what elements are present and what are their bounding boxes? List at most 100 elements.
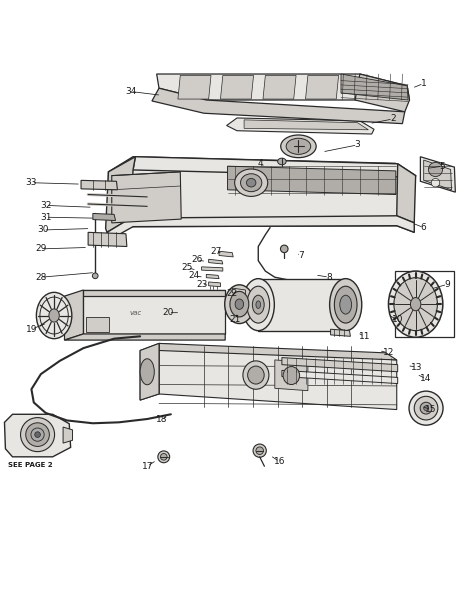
Text: 22: 22 xyxy=(227,290,238,298)
Polygon shape xyxy=(263,75,296,99)
Polygon shape xyxy=(83,290,225,334)
Polygon shape xyxy=(109,157,414,232)
Polygon shape xyxy=(159,343,397,360)
Polygon shape xyxy=(86,318,109,331)
Ellipse shape xyxy=(36,293,72,338)
Text: 18: 18 xyxy=(155,414,167,423)
Polygon shape xyxy=(152,88,405,124)
Text: 23: 23 xyxy=(196,280,207,289)
Ellipse shape xyxy=(247,366,264,384)
Text: 11: 11 xyxy=(359,332,370,341)
Text: 16: 16 xyxy=(274,457,285,466)
Ellipse shape xyxy=(394,278,438,331)
Ellipse shape xyxy=(92,273,98,279)
Polygon shape xyxy=(232,288,246,295)
Text: 5: 5 xyxy=(440,162,446,171)
Text: 31: 31 xyxy=(40,213,51,221)
Polygon shape xyxy=(178,75,211,99)
Text: 27: 27 xyxy=(210,247,221,256)
Polygon shape xyxy=(81,180,118,190)
Ellipse shape xyxy=(334,286,357,323)
Text: 12: 12 xyxy=(383,349,394,358)
Polygon shape xyxy=(244,120,368,130)
Text: 9: 9 xyxy=(445,280,450,289)
Ellipse shape xyxy=(256,301,261,309)
Ellipse shape xyxy=(158,451,170,463)
Text: 24: 24 xyxy=(189,271,200,281)
Ellipse shape xyxy=(424,406,428,411)
Ellipse shape xyxy=(230,291,249,317)
Polygon shape xyxy=(140,343,159,400)
Ellipse shape xyxy=(281,135,316,158)
Ellipse shape xyxy=(31,428,44,441)
Polygon shape xyxy=(341,74,408,100)
Text: 34: 34 xyxy=(125,87,137,96)
Polygon shape xyxy=(4,414,71,457)
Polygon shape xyxy=(424,160,452,190)
Polygon shape xyxy=(106,157,136,232)
Ellipse shape xyxy=(278,158,286,165)
Ellipse shape xyxy=(428,162,443,177)
Ellipse shape xyxy=(256,447,264,454)
Polygon shape xyxy=(107,216,414,240)
Text: 6: 6 xyxy=(421,223,427,232)
Polygon shape xyxy=(282,370,398,383)
Ellipse shape xyxy=(340,295,352,314)
Polygon shape xyxy=(209,259,223,264)
Ellipse shape xyxy=(253,444,266,457)
Text: SEE PAGE 2: SEE PAGE 2 xyxy=(8,462,53,468)
Polygon shape xyxy=(112,172,181,223)
Ellipse shape xyxy=(286,139,311,155)
Text: 17: 17 xyxy=(141,461,153,471)
Polygon shape xyxy=(206,275,219,279)
Text: 10: 10 xyxy=(392,315,403,324)
Ellipse shape xyxy=(235,299,244,309)
Text: vac: vac xyxy=(129,310,142,316)
Polygon shape xyxy=(156,74,410,100)
Ellipse shape xyxy=(242,279,274,331)
Ellipse shape xyxy=(160,454,167,460)
Ellipse shape xyxy=(49,309,59,322)
Text: 15: 15 xyxy=(425,405,437,414)
Ellipse shape xyxy=(409,391,443,425)
Ellipse shape xyxy=(35,432,40,438)
Ellipse shape xyxy=(240,174,262,192)
Polygon shape xyxy=(220,75,254,99)
Polygon shape xyxy=(209,282,220,287)
Polygon shape xyxy=(133,157,416,181)
Text: 29: 29 xyxy=(35,244,46,253)
Text: 30: 30 xyxy=(37,226,49,235)
Polygon shape xyxy=(159,343,397,410)
Ellipse shape xyxy=(20,417,55,451)
Polygon shape xyxy=(219,251,233,257)
Polygon shape xyxy=(282,358,398,372)
Ellipse shape xyxy=(410,297,421,311)
Ellipse shape xyxy=(225,285,254,324)
Ellipse shape xyxy=(140,359,155,384)
Ellipse shape xyxy=(283,367,300,384)
Ellipse shape xyxy=(389,271,443,337)
Polygon shape xyxy=(64,290,83,340)
Polygon shape xyxy=(275,360,308,390)
Ellipse shape xyxy=(246,179,256,187)
Ellipse shape xyxy=(420,402,432,414)
Text: 3: 3 xyxy=(355,140,360,149)
Text: 28: 28 xyxy=(35,273,46,282)
Polygon shape xyxy=(330,329,350,336)
Text: 2: 2 xyxy=(390,115,396,124)
Ellipse shape xyxy=(26,423,49,447)
Polygon shape xyxy=(201,267,223,271)
Ellipse shape xyxy=(329,279,362,331)
Polygon shape xyxy=(63,427,73,443)
Ellipse shape xyxy=(235,169,268,196)
Polygon shape xyxy=(228,166,396,195)
Ellipse shape xyxy=(243,361,269,389)
Polygon shape xyxy=(397,164,416,223)
Text: 21: 21 xyxy=(229,315,240,324)
Text: 25: 25 xyxy=(182,263,193,272)
Polygon shape xyxy=(140,343,159,400)
Text: 33: 33 xyxy=(26,179,37,187)
Text: 7: 7 xyxy=(298,251,304,260)
Text: 4: 4 xyxy=(258,159,264,168)
Polygon shape xyxy=(306,75,338,99)
